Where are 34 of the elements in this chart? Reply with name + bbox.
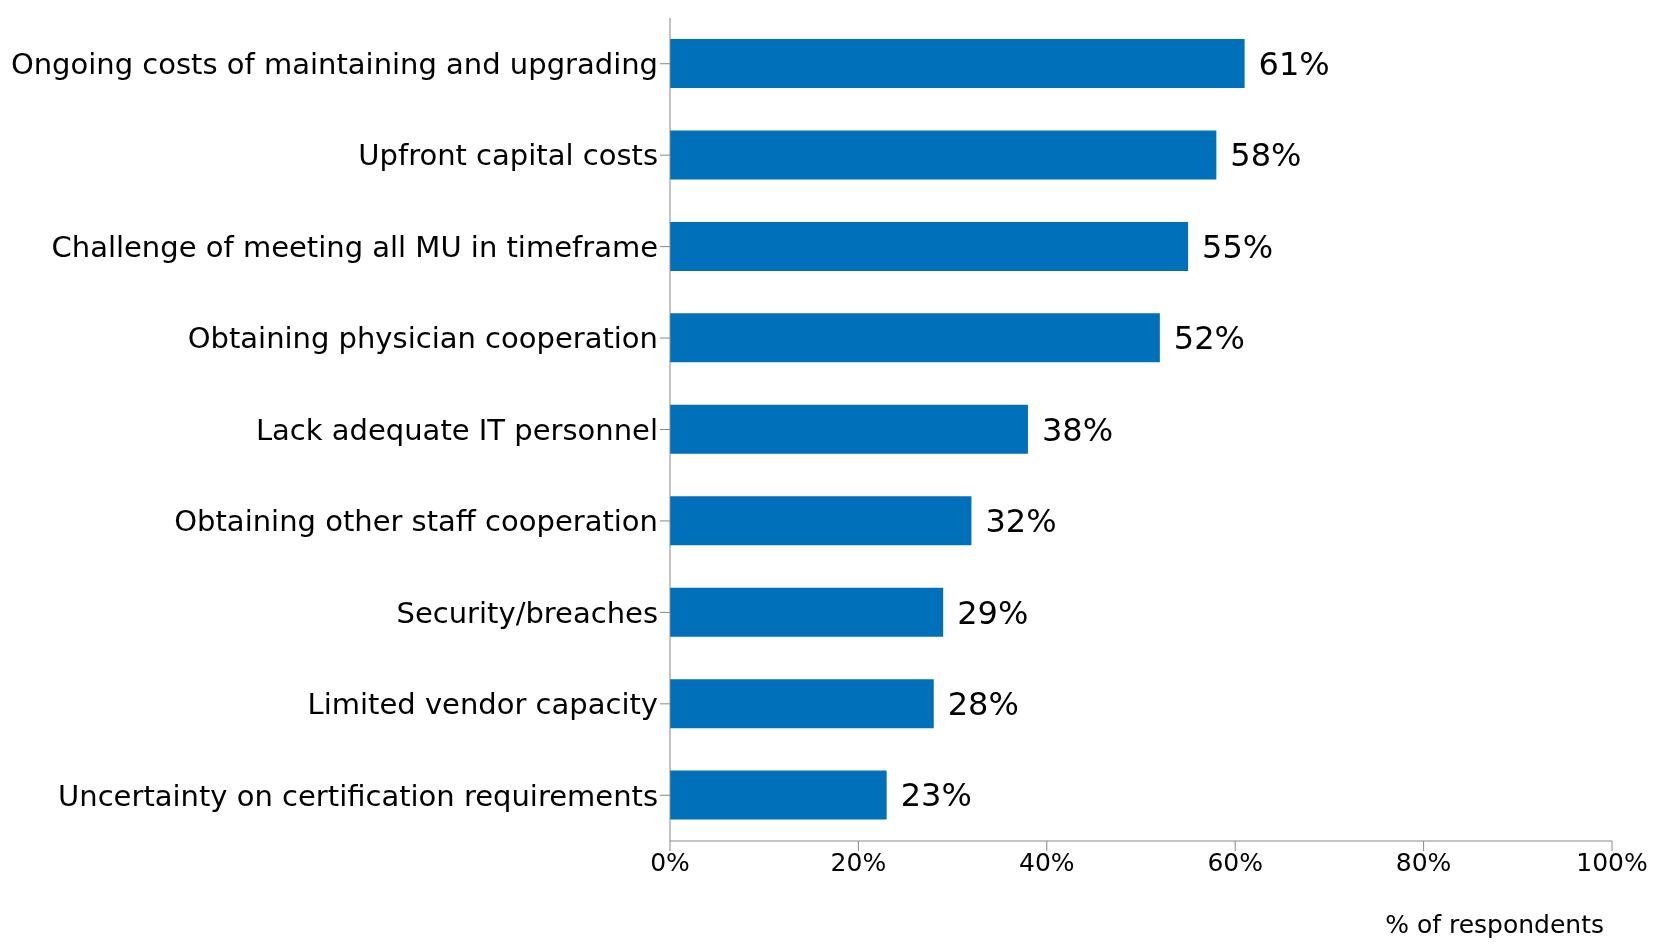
y-tick-label: Obtaining physician cooperation [187, 321, 658, 356]
y-tick-label: Obtaining other staff cooperation [174, 504, 658, 539]
y-tick-label: Uncertainty on certification requirements [58, 778, 658, 813]
data-label: 58% [1230, 136, 1302, 175]
bar [670, 130, 1217, 180]
bar [670, 221, 1189, 271]
data-label: 38% [1041, 410, 1114, 449]
y-tick-label: Challenge of meeting all MU in timeframe [51, 229, 658, 264]
x-tick-label: 0% [650, 847, 690, 877]
x-tick-label: 60% [1207, 847, 1263, 877]
bar [670, 496, 972, 546]
data-label: 32% [985, 502, 1057, 541]
bar [670, 404, 1028, 454]
bar [670, 770, 887, 820]
data-label: 29% [957, 593, 1029, 632]
y-tick-label: Ongoing costs of maintaining and upgrading [10, 47, 658, 82]
bar [670, 587, 944, 637]
data-label: 28% [947, 685, 1019, 723]
bar [670, 679, 934, 729]
x-tick-label: 20% [830, 847, 887, 877]
y-tick-label: Security/breaches [396, 595, 658, 630]
data-label: 23% [900, 776, 972, 815]
bar [670, 39, 1245, 89]
bar [670, 313, 1160, 363]
y-tick-label: Upfront capital costs [358, 138, 658, 173]
data-label: 61% [1258, 44, 1330, 83]
x-tick-label: 100% [1576, 847, 1648, 877]
data-label: 55% [1202, 227, 1274, 266]
data-label: 52% [1173, 319, 1245, 358]
x-axis-title: % of respondents [1385, 910, 1604, 939]
y-tick-label: Limited vendor capacity [307, 687, 658, 722]
x-tick-label: 40% [1019, 847, 1075, 877]
y-tick-label: Lack adequate IT personnel [255, 412, 658, 447]
x-tick-label: 80% [1395, 847, 1452, 877]
